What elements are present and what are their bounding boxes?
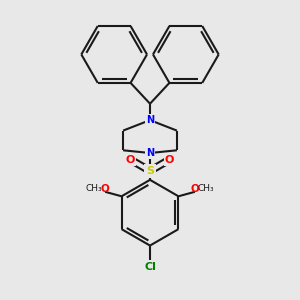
Text: O: O: [101, 184, 110, 194]
Text: O: O: [165, 155, 174, 165]
Text: S: S: [146, 166, 154, 176]
Text: N: N: [146, 115, 154, 125]
Text: CH₃: CH₃: [86, 184, 102, 193]
Text: O: O: [126, 155, 135, 165]
Text: Cl: Cl: [144, 262, 156, 272]
Text: N: N: [146, 148, 154, 158]
Text: CH₃: CH₃: [198, 184, 214, 193]
Text: O: O: [190, 184, 199, 194]
